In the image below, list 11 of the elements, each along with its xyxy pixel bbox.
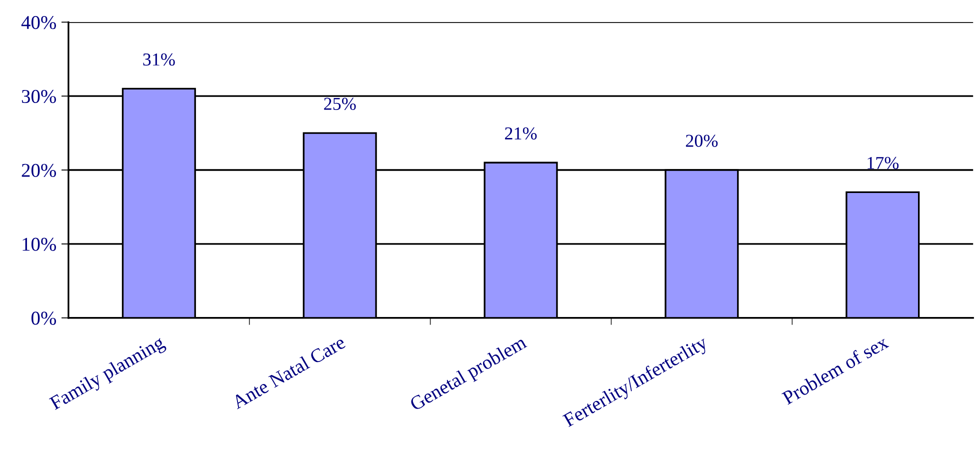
- data-label: 17%: [868, 156, 899, 170]
- y-tick-label: 30%: [22, 90, 56, 104]
- data-label: 25%: [324, 98, 356, 110]
- y-tick-label: 40%: [21, 16, 56, 30]
- y-tick-label: 0%: [31, 312, 56, 325]
- y-tick-label: 20%: [22, 164, 56, 178]
- data-label: 20%: [686, 134, 718, 147]
- data-label: 21%: [505, 127, 537, 140]
- x-tick-label: Ante Natal Care: [230, 334, 346, 410]
- y-tick-label: 10%: [22, 238, 56, 251]
- data-label: 31%: [143, 53, 175, 66]
